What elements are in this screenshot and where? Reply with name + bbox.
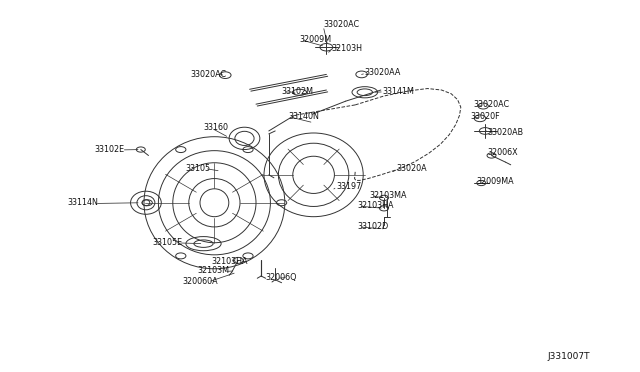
Text: 32103MA: 32103MA (370, 191, 408, 200)
Text: 32103H: 32103H (332, 44, 362, 53)
Text: 33114N: 33114N (67, 198, 98, 207)
Text: 33105E: 33105E (152, 238, 182, 247)
Text: 33020AC: 33020AC (323, 20, 359, 29)
Text: 32009MA: 32009MA (477, 177, 515, 186)
Text: 32103M: 32103M (197, 266, 229, 275)
Text: 33102E: 33102E (95, 145, 125, 154)
Text: 33020A: 33020A (397, 164, 428, 173)
Text: 320060A: 320060A (182, 278, 218, 286)
Text: 32009M: 32009M (300, 35, 332, 44)
Text: 33020AB: 33020AB (488, 128, 524, 137)
Text: 33141M: 33141M (383, 87, 415, 96)
Text: 33140N: 33140N (288, 112, 319, 121)
Text: 32103HA: 32103HA (357, 201, 394, 210)
Text: 32006Q: 32006Q (266, 273, 297, 282)
Text: 33020AC: 33020AC (191, 70, 227, 79)
Text: 32006X: 32006X (488, 148, 518, 157)
Text: 33020AA: 33020AA (365, 68, 401, 77)
Text: 33105: 33105 (186, 164, 211, 173)
Text: 33102M: 33102M (282, 87, 314, 96)
Text: 33197: 33197 (336, 182, 361, 190)
Text: 33160: 33160 (204, 123, 228, 132)
Text: 33020F: 33020F (470, 112, 500, 121)
Text: 32103HA: 32103HA (211, 257, 248, 266)
Text: J331007T: J331007T (547, 352, 589, 361)
Text: 33102D: 33102D (357, 222, 388, 231)
Text: 33020AC: 33020AC (474, 100, 509, 109)
